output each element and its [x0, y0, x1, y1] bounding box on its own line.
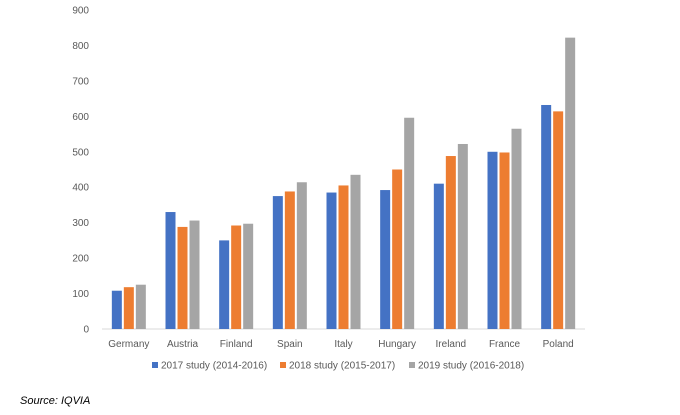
bar-poland-series-1 — [541, 104, 552, 329]
x-tick-label-germany: Germany — [108, 339, 149, 350]
x-tick-label-ireland: Ireland — [436, 339, 467, 350]
y-axis-ticks: 0 100 200 300 400 500 600 700 800 900 — [72, 6, 89, 336]
x-tick-label-italy: Italy — [334, 339, 352, 350]
y-tick-label: 500 — [72, 147, 89, 158]
bar-spain-series-3 — [296, 182, 307, 329]
bar-france-series-2 — [499, 152, 510, 329]
bar-ireland-series-1 — [433, 183, 444, 329]
x-axis-ticks: Germany Austria Finland Spain Italy Hungary Ir… — [108, 339, 573, 350]
legend-label-1: 2017 study (2014-2016) — [161, 361, 267, 372]
x-tick-label-hungary: Hungary — [378, 339, 416, 350]
x-tick-label-austria: Austria — [167, 339, 199, 350]
legend-label-2: 2018 study (2015-2017) — [289, 361, 395, 372]
bar-france-series-3 — [511, 128, 522, 329]
legend-swatch-2 — [280, 362, 286, 368]
y-tick-label: 400 — [72, 183, 89, 194]
y-tick-label: 700 — [72, 76, 89, 87]
y-tick-label: 100 — [72, 289, 89, 300]
bar-italy-series-3 — [350, 174, 361, 329]
bar-hungary-series-2 — [392, 169, 403, 329]
bar-ireland-series-2 — [445, 156, 456, 329]
bar-poland-series-3 — [565, 37, 576, 329]
bar-germany-series-3 — [135, 284, 146, 329]
bar-hungary-series-3 — [404, 117, 415, 329]
x-tick-label-poland: Poland — [543, 339, 574, 350]
x-tick-label-spain: Spain — [277, 339, 303, 350]
legend: 2017 study (2014-2016) 2018 study (2015-2… — [152, 361, 524, 372]
y-tick-label: 900 — [72, 6, 89, 17]
bar-finland-series-3 — [243, 223, 254, 329]
bar-finland-series-2 — [231, 225, 242, 329]
bar-austria-series-2 — [177, 226, 188, 329]
x-tick-label-france: France — [489, 339, 521, 350]
bar-austria-series-3 — [189, 220, 200, 329]
bar-austria-series-1 — [165, 212, 176, 329]
bar-spain-series-1 — [272, 196, 283, 329]
y-tick-label: 0 — [83, 325, 89, 336]
y-tick-label: 300 — [72, 218, 89, 229]
y-tick-label: 200 — [72, 254, 89, 265]
y-tick-label: 600 — [72, 112, 89, 123]
legend-swatch-1 — [152, 362, 158, 368]
bar-finland-series-1 — [219, 240, 230, 329]
bar-spain-series-2 — [284, 191, 295, 329]
x-tick-label-finland: Finland — [220, 339, 253, 350]
bar-ireland-series-3 — [457, 143, 468, 329]
bar-italy-series-1 — [326, 192, 337, 329]
legend-label-3: 2019 study (2016-2018) — [418, 361, 524, 372]
legend-swatch-3 — [409, 362, 415, 368]
bar-chart: 0 100 200 300 400 500 600 700 800 900 Germany Aust… — [72, 6, 585, 372]
source-note: Source: IQVIA — [20, 395, 91, 407]
bar-france-series-1 — [487, 151, 498, 329]
bar-poland-series-2 — [553, 111, 564, 329]
bar-germany-series-1 — [111, 290, 122, 329]
y-tick-label: 800 — [72, 41, 89, 52]
bar-hungary-series-1 — [380, 190, 391, 329]
bar-germany-series-2 — [123, 287, 134, 329]
bars — [111, 37, 576, 329]
bar-italy-series-2 — [338, 185, 349, 329]
